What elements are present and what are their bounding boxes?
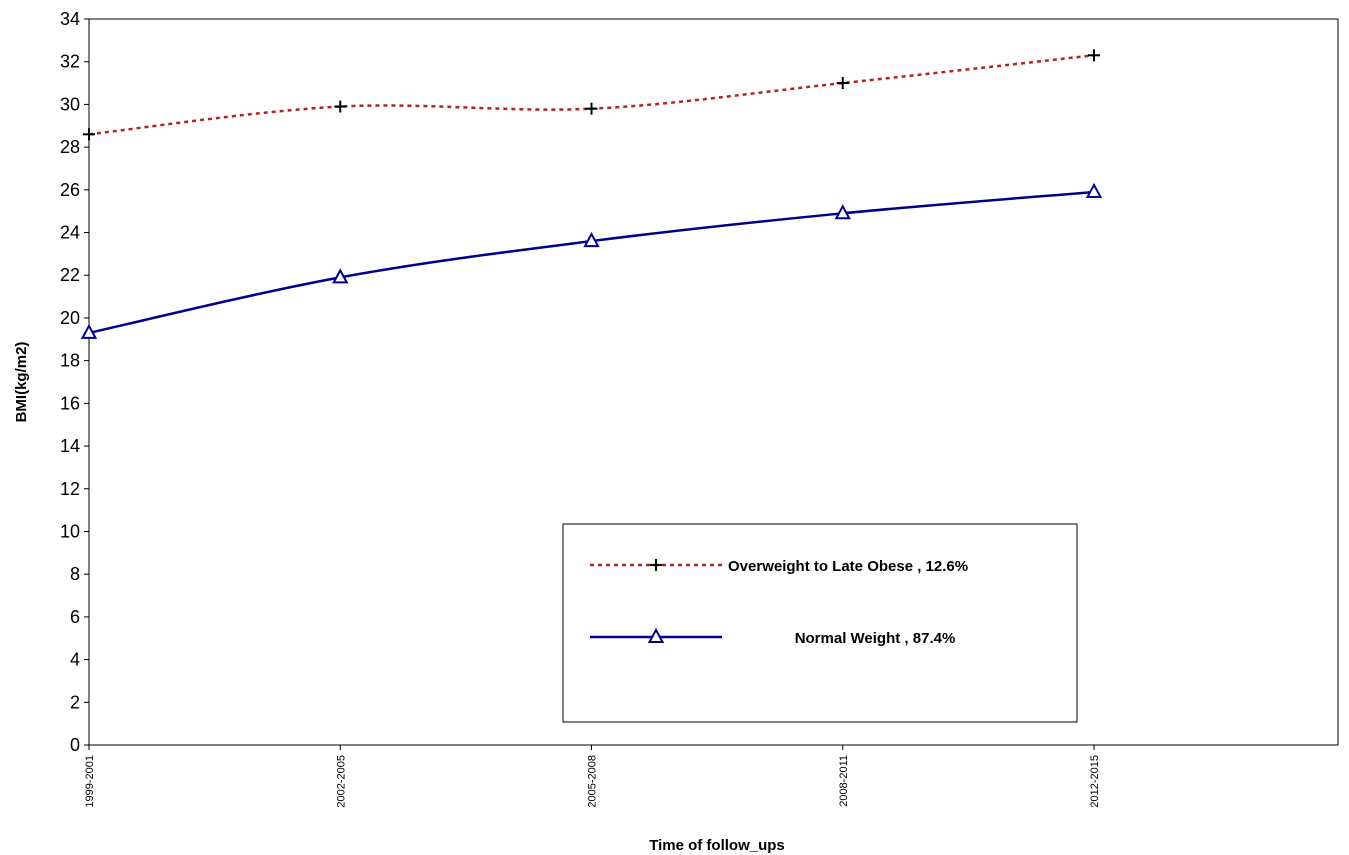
- y-tick-label: 34: [60, 9, 80, 29]
- y-tick-label: 8: [70, 564, 80, 584]
- x-tick-label: 2012-2015: [1089, 755, 1101, 808]
- y-tick-label: 2: [70, 692, 80, 712]
- y-tick-label: 18: [60, 351, 80, 371]
- legend: Overweight to Late Obese , 12.6% Normal W…: [562, 523, 1078, 723]
- y-tick-label: 24: [60, 223, 80, 243]
- plus-marker: [585, 102, 598, 115]
- legend-label-2: Normal Weight , 87.4%: [795, 630, 956, 647]
- y-tick-label: 26: [60, 180, 80, 200]
- y-tick-label: 12: [60, 479, 80, 499]
- y-tick-label: 20: [60, 308, 80, 328]
- x-axis-label: Time of follow_ups: [649, 837, 785, 854]
- y-tick-label: 28: [60, 137, 80, 157]
- y-tick-label: 6: [70, 607, 80, 627]
- x-tick-label: 2002-2005: [335, 755, 347, 808]
- y-tick-label: 30: [60, 94, 80, 114]
- plus-marker: [83, 128, 95, 141]
- series-layer: [80, 49, 1103, 339]
- x-tick-label: 2005-2008: [587, 755, 599, 808]
- x-tick-label: 1999-2001: [84, 755, 96, 808]
- triangle-marker: [1085, 182, 1103, 198]
- y-tick-label: 4: [70, 650, 80, 670]
- plus-marker: [334, 100, 347, 113]
- triangle-marker: [332, 268, 349, 284]
- plus-marker: [650, 559, 662, 571]
- y-tick-label: 16: [60, 393, 80, 413]
- y-axis-label: BMI(kg/m2): [13, 342, 30, 423]
- legend-label-1: Overweight to Late Obese , 12.6%: [728, 558, 968, 575]
- x-tick-label: 2008-2011: [838, 755, 850, 807]
- series-line-2: [88, 190, 1095, 335]
- y-tick-label: 32: [60, 52, 80, 72]
- plus-marker: [1088, 49, 1100, 62]
- y-tick-label: 0: [70, 735, 80, 755]
- y-tick-label: 14: [60, 436, 80, 456]
- triangle-marker: [647, 627, 665, 643]
- plot-frame: [88, 18, 1339, 746]
- x-axis: 1999-2001 2002-2005 2005-2008 2008-2011 2012…: [84, 745, 1101, 808]
- y-tick-label: 22: [60, 265, 80, 285]
- triangle-marker: [834, 204, 851, 220]
- plus-marker: [836, 77, 849, 90]
- y-tick-label: 10: [60, 521, 80, 541]
- legend-box: [562, 523, 1078, 723]
- series-line-1: [88, 54, 1095, 136]
- triangle-marker: [583, 231, 600, 248]
- triangle-marker: [80, 323, 98, 339]
